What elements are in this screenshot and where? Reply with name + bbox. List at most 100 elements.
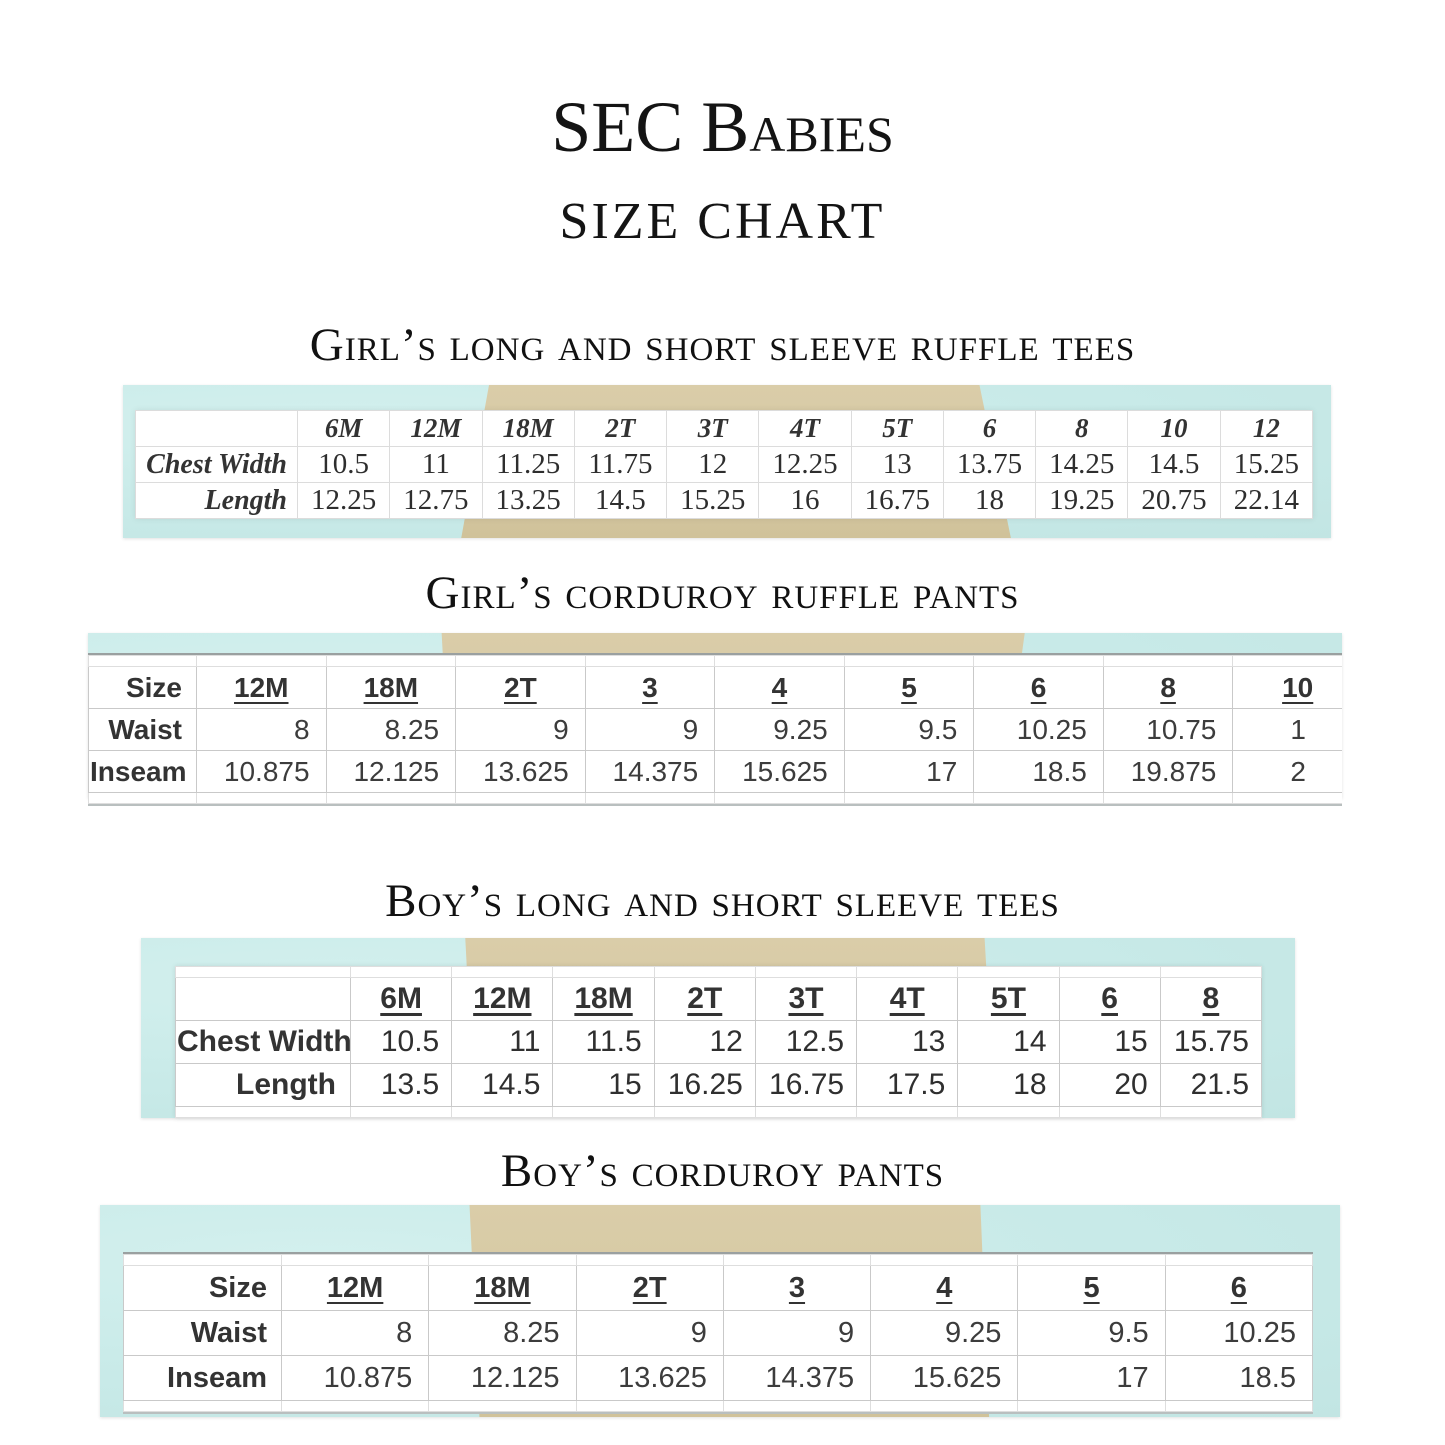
value-cell: 12.5 — [754, 1020, 858, 1064]
size-header-cell: 18M — [552, 977, 655, 1021]
size-header-cell: 12M — [196, 666, 327, 709]
value-cell: 14.25 — [1035, 446, 1129, 483]
row-label-cell: Inseam — [88, 750, 197, 793]
empty-cell — [1017, 1400, 1166, 1412]
size-header-cell: 3 — [722, 1265, 872, 1311]
size-header-cell: 2T — [573, 410, 668, 447]
value-cell: 15.625 — [870, 1355, 1019, 1401]
value-cell: 10.25 — [1164, 1310, 1313, 1356]
size-header-cell: 5T — [850, 410, 944, 447]
size-header-row: 6M 12M 18M 2T 3T 4T 5T 6 8 — [175, 977, 1262, 1021]
value-cell: 18 — [957, 1063, 1060, 1107]
empty-cell — [1159, 1106, 1262, 1118]
size-header-cell: 10 — [1232, 666, 1342, 709]
measurement-row: Chest Width 10.5 11 11.5 12 12.5 13 14 15 15.75 — [175, 1020, 1262, 1064]
size-header-cell: 4T — [856, 977, 959, 1021]
value-cell: 21.5 — [1159, 1063, 1262, 1107]
corner-label-cell: Size — [88, 666, 197, 709]
size-header-cell: 8 — [1102, 666, 1234, 709]
value-cell: 14.375 — [584, 750, 716, 793]
girls-tees-table-wrapper: 6M 12M 18M 2T 3T 4T 5T 6 8 10 12 Chest Width 10.5 11 1… — [135, 410, 1313, 519]
empty-cell — [325, 655, 457, 667]
section-heading-boys-pants: Boy’s corduroy pants — [500, 1145, 945, 1197]
empty-cell — [957, 966, 1060, 978]
empty-cell — [575, 1400, 724, 1412]
empty-cell — [196, 792, 327, 804]
empty-cell — [957, 1106, 1060, 1118]
size-header-row: Size 12M 18M 2T 3 4 5 6 8 10 — [88, 666, 1342, 709]
empty-cell — [455, 792, 586, 804]
size-header-cell: 12M — [280, 1265, 430, 1311]
empty-cell — [714, 655, 845, 667]
value-cell: 8.25 — [325, 708, 457, 751]
value-cell: 15.25 — [666, 482, 760, 519]
measurement-row: Waist 8 8.25 9 9 9.25 9.5 10.25 — [123, 1310, 1313, 1356]
value-cell: 20 — [1058, 1063, 1161, 1107]
value-cell: 10.875 — [280, 1355, 430, 1401]
size-header-cell: 6M — [296, 410, 391, 447]
empty-cell — [653, 966, 756, 978]
value-cell: 12.125 — [325, 750, 457, 793]
value-cell: 15 — [1058, 1020, 1161, 1064]
empty-cell — [1058, 966, 1161, 978]
value-cell: 13.625 — [575, 1355, 724, 1401]
empty-cell — [1102, 792, 1234, 804]
boys-tees-table-wrapper: 6M 12M 18M 2T 3T 4T 5T 6 8 Chest Width 10.5 11 11.5 1… — [175, 966, 1262, 1118]
empty-cell — [552, 1106, 655, 1118]
value-cell: 18.5 — [973, 750, 1104, 793]
value-cell: 15.625 — [714, 750, 845, 793]
empty-cell — [1164, 1400, 1313, 1412]
value-cell: 16.75 — [850, 482, 944, 519]
size-header-cell: 10 — [1127, 410, 1221, 447]
empty-cell — [280, 1254, 430, 1266]
value-cell: 8.25 — [428, 1310, 577, 1356]
empty-cell — [843, 655, 975, 667]
boys-pants-table: Size 12M 18M 2T 3 4 5 6 Waist 8 8.25 9 9 9.25 9.5 10.25… — [123, 1254, 1313, 1412]
empty-cell — [88, 655, 197, 667]
value-cell: 14.5 — [573, 482, 668, 519]
empty-cell — [88, 792, 197, 804]
size-header-cell: 6 — [1164, 1265, 1313, 1311]
value-cell: 12 — [653, 1020, 756, 1064]
empty-cell — [856, 1106, 959, 1118]
girls-pants-table-wrapper: Size 12M 18M 2T 3 4 5 6 8 10 Waist 8 8.25 9 9 9.25 9.5 10… — [88, 653, 1342, 806]
empty-cell — [451, 1106, 554, 1118]
value-cell: 14.375 — [722, 1355, 872, 1401]
value-cell: 11.5 — [552, 1020, 655, 1064]
value-cell: 18.5 — [1164, 1355, 1313, 1401]
empty-cell — [584, 655, 716, 667]
value-cell: 9 — [722, 1310, 872, 1356]
value-cell: 19.875 — [1102, 750, 1234, 793]
partial-spreadsheet-row — [88, 655, 1342, 667]
section-heading-girls-pants: Girl’s corduroy ruffle pants — [425, 567, 1020, 619]
value-cell: 14.5 — [451, 1063, 554, 1107]
value-cell: 22.14 — [1219, 482, 1313, 519]
size-header-cell: 3T — [754, 977, 858, 1021]
size-header-cell: 8 — [1159, 977, 1262, 1021]
value-cell: 17 — [1017, 1355, 1166, 1401]
empty-cell — [1159, 966, 1262, 978]
value-cell: 19.25 — [1035, 482, 1129, 519]
value-cell: 15.25 — [1219, 446, 1313, 483]
value-cell: 11.25 — [481, 446, 575, 483]
girls-tees-table: 6M 12M 18M 2T 3T 4T 5T 6 8 10 12 Chest Width 10.5 11 1… — [135, 410, 1313, 519]
empty-cell — [1017, 1254, 1166, 1266]
empty-cell — [428, 1254, 577, 1266]
empty-cell — [552, 966, 655, 978]
value-cell: 14.5 — [1127, 446, 1221, 483]
value-cell: 16.25 — [653, 1063, 756, 1107]
size-header-cell: 18M — [325, 666, 457, 709]
size-header-cell: 2T — [653, 977, 756, 1021]
empty-cell — [870, 1400, 1019, 1412]
row-label-cell: Chest Width — [175, 1020, 351, 1064]
size-header-cell: 4T — [758, 410, 852, 447]
size-header-cell: 5 — [843, 666, 975, 709]
empty-cell — [325, 792, 457, 804]
empty-cell — [722, 1254, 872, 1266]
section-heading-girls-tees: Girl’s long and short sleeve ruffle tees — [309, 319, 1136, 371]
value-cell: 14 — [957, 1020, 1060, 1064]
partial-spreadsheet-row — [123, 1400, 1313, 1412]
value-cell: 13 — [856, 1020, 959, 1064]
empty-cell — [123, 1400, 282, 1412]
